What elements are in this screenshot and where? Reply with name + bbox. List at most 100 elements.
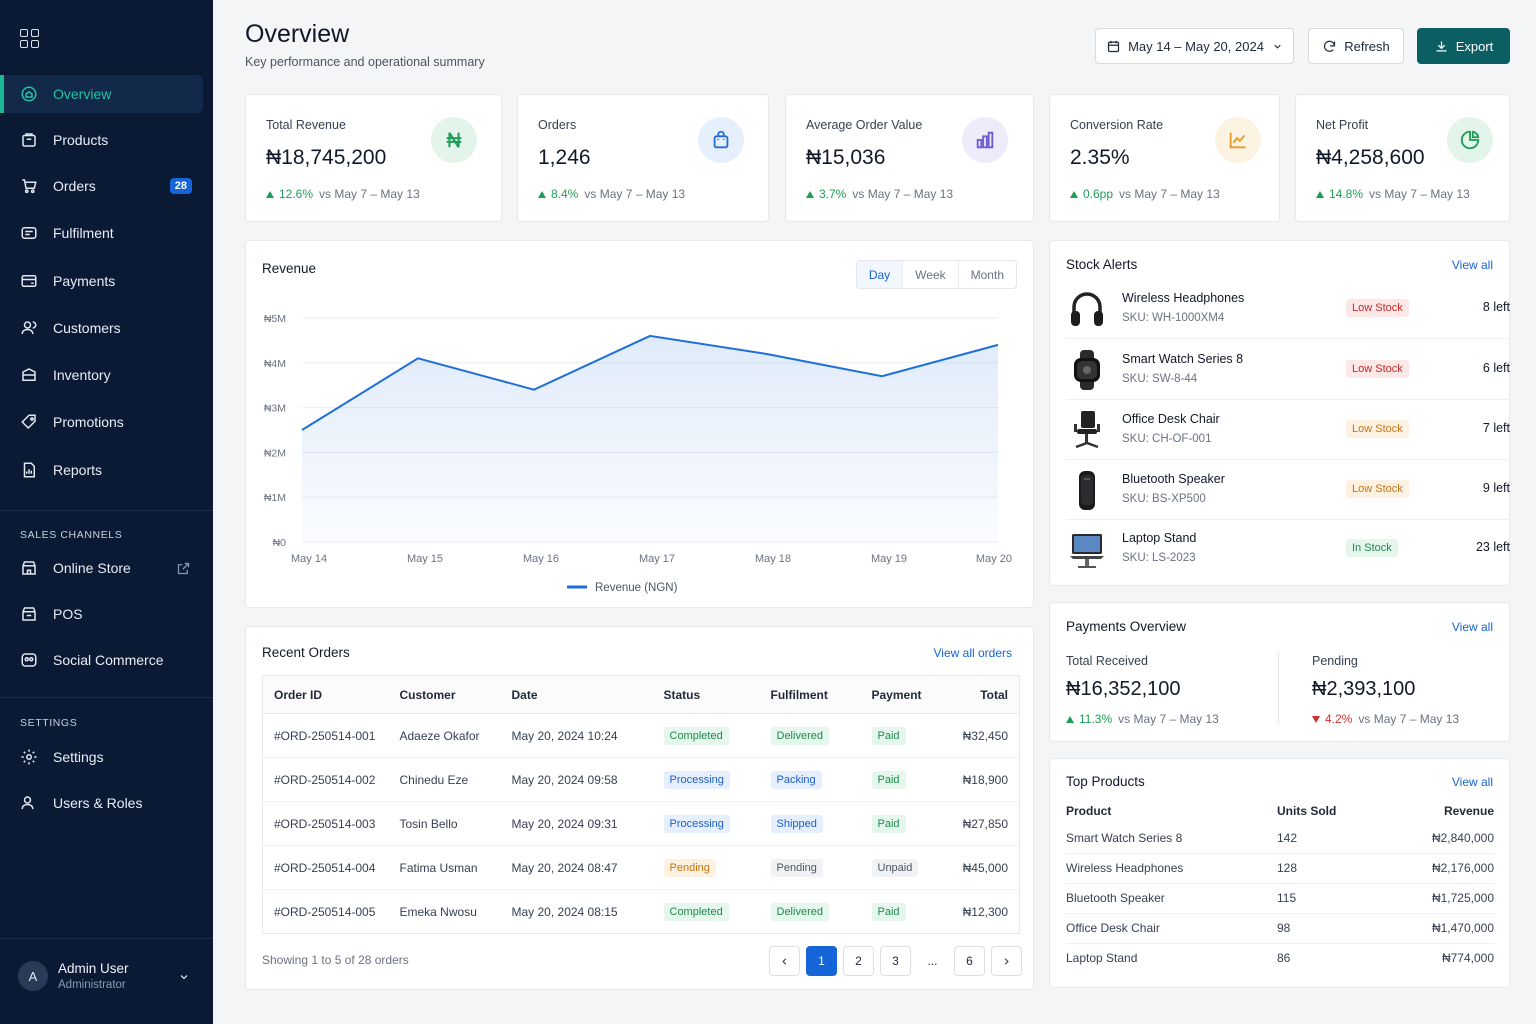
order-id[interactable]: #ORD-250514-004 bbox=[262, 845, 389, 890]
column-header[interactable]: Status bbox=[652, 675, 760, 714]
sidebar-item-fulfilment[interactable]: Fulfilment bbox=[0, 214, 213, 252]
stock-item-name: Smart Watch Series 8 bbox=[1122, 352, 1244, 366]
order-id[interactable]: #ORD-250514-001 bbox=[262, 713, 389, 758]
column-header[interactable]: Customer bbox=[388, 675, 501, 714]
sidebar-item-social-commerce[interactable]: Social Commerce bbox=[0, 641, 213, 679]
orders-count-badge: 28 bbox=[169, 178, 192, 194]
headphones-icon bbox=[1071, 292, 1103, 326]
page-ellipsis: ... bbox=[927, 954, 938, 968]
chevron-down-icon bbox=[1274, 44, 1281, 49]
table-row[interactable]: #ORD-250514-002 Chinedu Eze May 20, 2024… bbox=[262, 757, 1020, 802]
refresh-button[interactable]: Refresh bbox=[1308, 28, 1404, 64]
gear-icon bbox=[21, 749, 37, 765]
sidebar: Overview Products Orders 28 Fulfilment P… bbox=[0, 0, 213, 1024]
table-row[interactable]: Laptop Stand 86 ₦774,000 bbox=[1066, 943, 1494, 973]
kpi-value: ₦18,745,200 bbox=[266, 146, 387, 169]
page-button-3[interactable]: 3 bbox=[880, 946, 911, 976]
sidebar-item-overview[interactable]: Overview bbox=[0, 75, 203, 113]
social-icon bbox=[21, 653, 37, 667]
sidebar-item-customers[interactable]: Customers bbox=[0, 309, 213, 347]
total-received-trend: 11.3% vs May 7 – May 13 bbox=[1066, 712, 1219, 726]
sidebar-item-inventory[interactable]: Inventory bbox=[0, 356, 213, 394]
stock-quantity: 7 left bbox=[1482, 421, 1510, 435]
sidebar-item-settings[interactable]: Settings bbox=[0, 738, 213, 776]
table-row[interactable]: #ORD-250514-005 Emeka Nwosu May 20, 2024… bbox=[263, 890, 1020, 934]
payments-view-all-link[interactable]: View all bbox=[1451, 620, 1493, 634]
kpi-label: Average Order Value bbox=[806, 118, 923, 132]
sidebar-item-pos[interactable]: POS bbox=[0, 595, 213, 633]
cart-icon bbox=[22, 179, 37, 194]
column-header[interactable]: Order ID bbox=[262, 675, 389, 714]
page-button-6[interactable]: 6 bbox=[954, 946, 985, 976]
view-all-orders-link[interactable]: View all orders bbox=[933, 646, 1012, 660]
tab-week[interactable]: Week bbox=[903, 261, 959, 288]
shopping-bag-icon bbox=[698, 117, 744, 163]
table-row[interactable]: #ORD-250514-003 Tosin Bello May 20, 2024… bbox=[262, 801, 1020, 846]
pending-change: 4.2% bbox=[1325, 712, 1353, 726]
units-sold: 142 bbox=[1277, 823, 1384, 854]
refresh-label: Refresh bbox=[1344, 38, 1390, 54]
table-row[interactable]: #ORD-250514-004 Fatima Usman May 20, 202… bbox=[262, 845, 1020, 890]
stock-alerts-card: Stock Alerts View all Wireless Headphone… bbox=[1049, 240, 1510, 586]
list-item[interactable]: Bluetooth Speaker SKU: BS-XP500 Low Stoc… bbox=[1066, 460, 1510, 520]
prev-page-button[interactable] bbox=[769, 946, 800, 976]
sidebar-item-promotions[interactable]: Promotions bbox=[0, 403, 213, 441]
external-link-icon[interactable] bbox=[176, 561, 191, 576]
table-row[interactable]: Bluetooth Speaker 115 ₦1,725,000 bbox=[1066, 883, 1494, 914]
order-date: May 20, 2024 09:31 bbox=[500, 801, 653, 846]
stock-status-badge: Low Stock bbox=[1346, 360, 1409, 378]
table-row[interactable]: Smart Watch Series 8 142 ₦2,840,000 bbox=[1066, 823, 1494, 854]
sidebar-item-label: Users & Roles bbox=[53, 795, 143, 811]
column-header[interactable]: Payment bbox=[860, 675, 941, 714]
order-date: May 20, 2024 08:15 bbox=[511, 904, 618, 919]
kpi-trend: 12.6% vs May 7 – May 13 bbox=[266, 187, 420, 201]
list-item[interactable]: Smart Watch Series 8 SKU: SW-8-44 Low St… bbox=[1066, 340, 1510, 400]
stock-alerts-view-all-link[interactable]: View all bbox=[1451, 258, 1493, 272]
column-header[interactable]: Total bbox=[940, 675, 1020, 714]
sidebar-item-online-store[interactable]: Online Store bbox=[0, 549, 213, 587]
stock-item-name: Bluetooth Speaker bbox=[1122, 472, 1225, 486]
stock-item-sku: SKU: WH-1000XM4 bbox=[1122, 312, 1225, 324]
sidebar-item-reports[interactable]: Reports bbox=[0, 451, 213, 489]
order-total: ₦32,450 bbox=[940, 713, 1020, 758]
order-id[interactable]: #ORD-250514-005 bbox=[274, 904, 376, 919]
pie-chart-icon bbox=[1447, 117, 1493, 163]
tab-day[interactable]: Day bbox=[856, 261, 904, 288]
trend-up-icon bbox=[806, 190, 814, 198]
order-date: May 20, 2024 10:24 bbox=[500, 713, 653, 758]
fulfilment-badge: Delivered bbox=[770, 726, 829, 745]
sidebar-item-products[interactable]: Products bbox=[0, 121, 213, 159]
kpi-change: 12.6% bbox=[279, 187, 314, 201]
page-button-2[interactable]: 2 bbox=[843, 946, 874, 976]
order-id[interactable]: #ORD-250514-002 bbox=[262, 757, 389, 802]
list-item[interactable]: Laptop Stand SKU: LS-2023 In Stock 23 le… bbox=[1066, 519, 1510, 579]
table-row[interactable]: Office Desk Chair 98 ₦1,470,000 bbox=[1066, 913, 1494, 944]
list-item[interactable]: Office Desk Chair SKU: CH-OF-001 Low Sto… bbox=[1066, 400, 1510, 460]
pending-compare: vs May 7 – May 13 bbox=[1358, 712, 1460, 726]
chevron-down-icon[interactable] bbox=[178, 971, 190, 983]
order-id[interactable]: #ORD-250514-003 bbox=[262, 801, 389, 846]
export-button[interactable]: Export bbox=[1417, 28, 1510, 64]
tab-month[interactable]: Month bbox=[970, 267, 1004, 282]
table-row[interactable]: #ORD-250514-001 Adaeze Okafor May 20, 20… bbox=[262, 713, 1020, 758]
user-menu[interactable]: A Admin User Administrator bbox=[18, 961, 198, 991]
y-tick-label: ₦1M bbox=[264, 492, 286, 504]
users-icon bbox=[21, 321, 37, 335]
top-products-view-all-link[interactable]: View all bbox=[1451, 775, 1493, 789]
sidebar-item-payments[interactable]: Payments bbox=[0, 262, 213, 300]
kpi-value: 2.35% bbox=[1070, 146, 1130, 169]
stock-item-sku: SKU: CH-OF-001 bbox=[1122, 433, 1212, 445]
table-row[interactable]: Wireless Headphones 128 ₦2,176,000 bbox=[1066, 853, 1494, 884]
column-header[interactable]: Date bbox=[500, 675, 653, 714]
sidebar-item-orders[interactable]: Orders 28 bbox=[0, 167, 213, 205]
pending-value: ₦2,393,100 bbox=[1312, 678, 1416, 700]
kpi-change: 3.7% bbox=[819, 187, 847, 201]
sidebar-item-label: Fulfilment bbox=[53, 225, 114, 241]
date-range-picker[interactable]: May 14 – May 20, 2024 bbox=[1095, 28, 1294, 64]
next-page-button[interactable] bbox=[991, 946, 1022, 976]
sidebar-item-users-roles[interactable]: Users & Roles bbox=[0, 784, 213, 822]
page-button-1[interactable]: 1 bbox=[806, 946, 837, 976]
list-item[interactable]: Wireless Headphones SKU: WH-1000XM4 Low … bbox=[1066, 279, 1510, 339]
apps-grid-icon[interactable] bbox=[20, 29, 39, 48]
column-header[interactable]: Fulfilment bbox=[759, 675, 861, 714]
